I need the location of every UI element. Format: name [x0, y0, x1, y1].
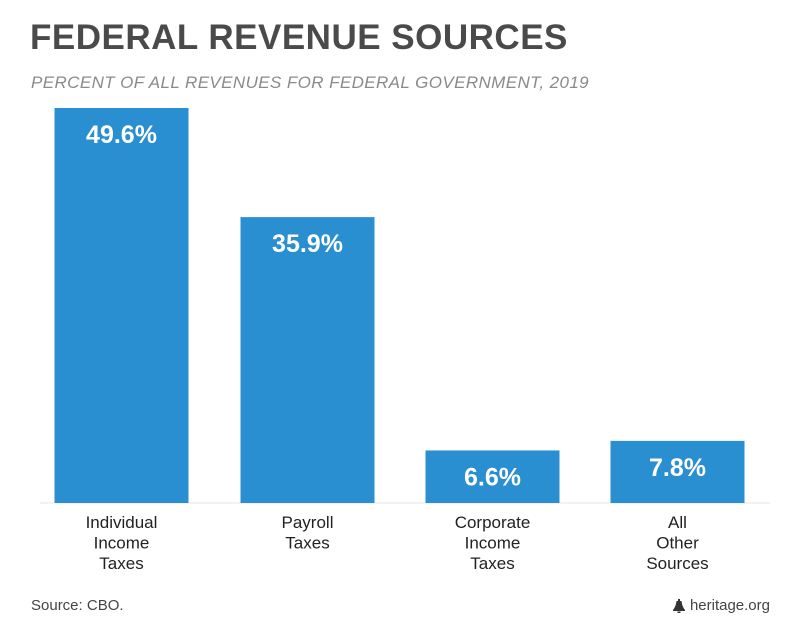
category-label-2-line-1: Income [465, 534, 521, 553]
bar-value-label-0: 49.6% [86, 121, 157, 149]
brand-text: heritage.org [689, 597, 770, 614]
chart-title: FEDERAL REVENUE SOURCES [30, 18, 568, 57]
value-labels-group: 49.6% 35.9% 6.6% 7.8% [86, 121, 706, 491]
category-label-2-line-0: Corporate [455, 513, 531, 532]
source-note: Source: CBO. [31, 597, 124, 614]
category-labels-group: IndividualIncomeTaxesPayrollTaxesCorpora… [86, 513, 709, 573]
category-label-1-line-0: Payroll [282, 513, 334, 532]
category-label-3-line-1: Other [656, 534, 699, 553]
category-label-0-line-2: Taxes [99, 554, 143, 573]
category-label-3-line-2: Sources [646, 554, 708, 573]
chart-subtitle: PERCENT OF ALL REVENUES FOR FEDERAL GOVE… [31, 73, 590, 92]
bar-value-label-3: 7.8% [649, 454, 706, 482]
brand-link[interactable]: heritage.org [672, 597, 770, 614]
liberty-bell-icon [672, 598, 685, 613]
bar-1 [240, 217, 375, 503]
bar-3 [610, 440, 745, 503]
category-label-3-line-0: All [668, 513, 687, 532]
bar-value-label-1: 35.9% [272, 230, 343, 258]
category-label-2-line-2: Taxes [470, 554, 514, 573]
bar-0 [54, 108, 189, 503]
bars-group [54, 108, 745, 503]
category-label-1-line-1: Taxes [285, 534, 329, 553]
bar-value-label-2: 6.6% [464, 463, 521, 491]
category-label-0-line-1: Income [94, 534, 150, 553]
category-label-0-line-0: Individual [86, 513, 158, 532]
bar-2 [425, 450, 560, 503]
